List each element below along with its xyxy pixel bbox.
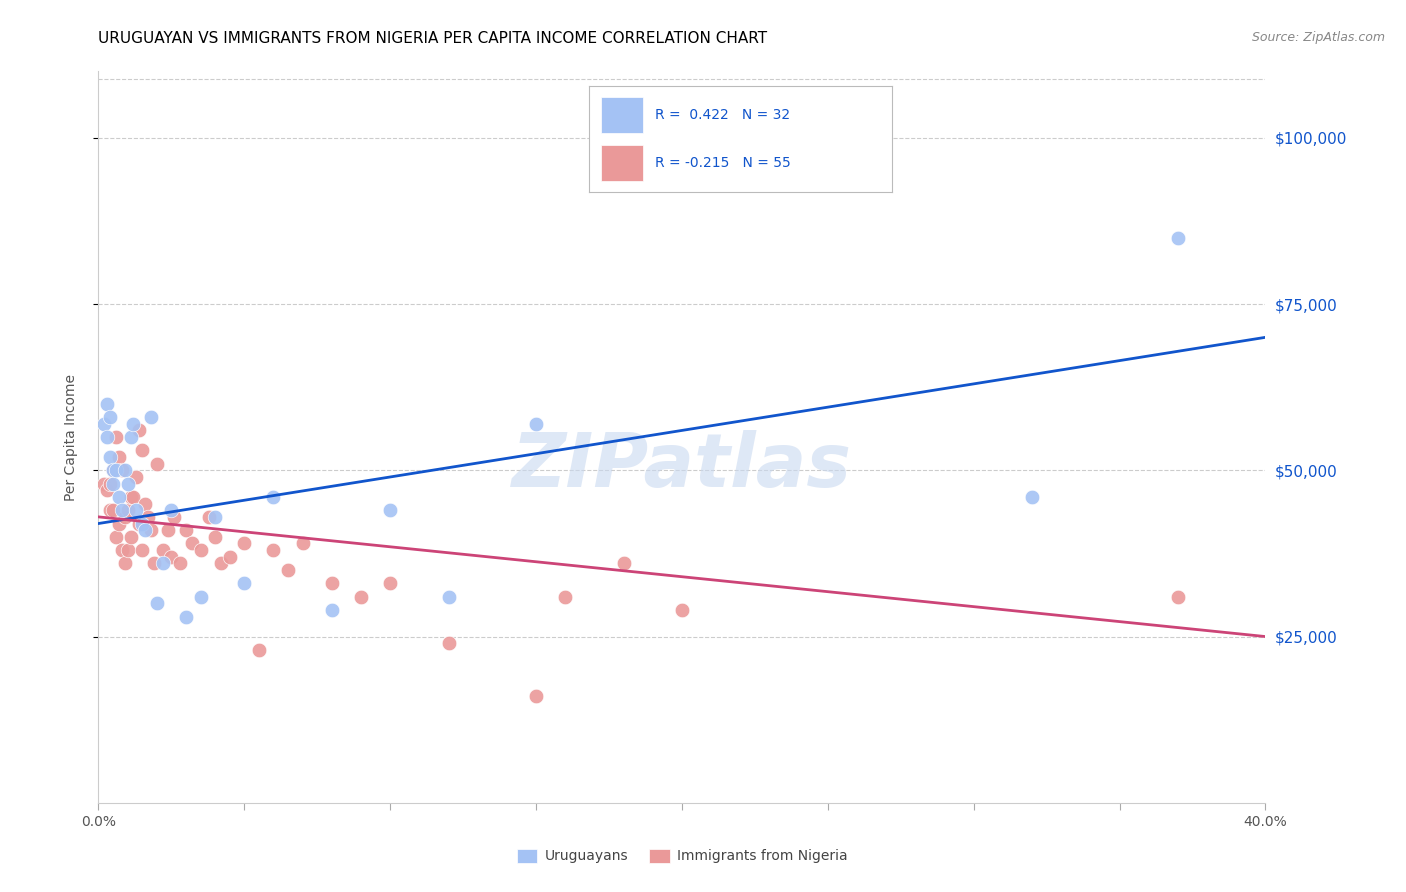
Point bbox=[612, 557, 634, 571]
Point bbox=[321, 576, 343, 591]
Point bbox=[146, 457, 169, 471]
Point bbox=[671, 603, 693, 617]
Point bbox=[169, 557, 191, 571]
Point bbox=[277, 563, 299, 577]
Point bbox=[350, 590, 373, 604]
Point bbox=[524, 690, 547, 704]
Point bbox=[122, 490, 145, 504]
Point bbox=[108, 516, 131, 531]
Point bbox=[101, 503, 124, 517]
Point bbox=[157, 523, 180, 537]
Y-axis label: Per Capita Income: Per Capita Income bbox=[63, 374, 77, 500]
Point bbox=[321, 603, 343, 617]
Point bbox=[131, 543, 153, 558]
Point bbox=[111, 503, 134, 517]
Point bbox=[96, 397, 118, 411]
Point bbox=[198, 509, 221, 524]
Point bbox=[120, 430, 142, 444]
Point bbox=[93, 476, 115, 491]
Point bbox=[152, 557, 174, 571]
Point bbox=[204, 530, 226, 544]
Point bbox=[247, 643, 270, 657]
Point bbox=[136, 509, 159, 524]
Point bbox=[1167, 230, 1189, 244]
Point bbox=[554, 590, 576, 604]
Point bbox=[218, 549, 240, 564]
Point bbox=[96, 483, 118, 498]
Point bbox=[117, 543, 139, 558]
Point bbox=[114, 509, 136, 524]
Point bbox=[180, 536, 202, 550]
Point bbox=[146, 596, 169, 610]
Point bbox=[104, 530, 127, 544]
Point bbox=[131, 443, 153, 458]
Text: URUGUAYAN VS IMMIGRANTS FROM NIGERIA PER CAPITA INCOME CORRELATION CHART: URUGUAYAN VS IMMIGRANTS FROM NIGERIA PER… bbox=[98, 31, 768, 46]
Point bbox=[204, 509, 226, 524]
Point bbox=[98, 503, 121, 517]
Point bbox=[120, 530, 142, 544]
Point bbox=[142, 557, 165, 571]
Point bbox=[131, 516, 153, 531]
Point bbox=[96, 430, 118, 444]
Point bbox=[114, 557, 136, 571]
Point bbox=[291, 536, 314, 550]
Point bbox=[262, 490, 284, 504]
Point bbox=[101, 476, 124, 491]
Point bbox=[380, 503, 402, 517]
Point bbox=[108, 450, 131, 464]
Legend: Uruguayans, Immigrants from Nigeria: Uruguayans, Immigrants from Nigeria bbox=[510, 843, 853, 869]
Text: ZIPatlas: ZIPatlas bbox=[512, 430, 852, 503]
Point bbox=[163, 509, 186, 524]
Point bbox=[160, 503, 183, 517]
Point bbox=[139, 410, 162, 425]
Point bbox=[93, 417, 115, 431]
Point bbox=[111, 543, 134, 558]
Point bbox=[1021, 490, 1043, 504]
Point bbox=[233, 536, 256, 550]
Point bbox=[114, 463, 136, 477]
Point bbox=[524, 417, 547, 431]
Point bbox=[128, 424, 150, 438]
Point bbox=[117, 476, 139, 491]
Point bbox=[174, 523, 197, 537]
Point bbox=[437, 636, 460, 650]
Point bbox=[190, 590, 212, 604]
Point bbox=[111, 463, 134, 477]
Point bbox=[101, 463, 124, 477]
Point bbox=[125, 470, 148, 484]
Point bbox=[98, 476, 121, 491]
Point bbox=[209, 557, 232, 571]
Text: Source: ZipAtlas.com: Source: ZipAtlas.com bbox=[1251, 31, 1385, 45]
Point bbox=[160, 549, 183, 564]
Point bbox=[98, 450, 121, 464]
Point bbox=[128, 516, 150, 531]
Point bbox=[125, 503, 148, 517]
Point bbox=[120, 490, 142, 504]
Point bbox=[108, 490, 131, 504]
Point bbox=[122, 417, 145, 431]
Point bbox=[98, 410, 121, 425]
Point bbox=[101, 463, 124, 477]
Point bbox=[262, 543, 284, 558]
Point bbox=[139, 523, 162, 537]
Point bbox=[1167, 590, 1189, 604]
Point bbox=[117, 503, 139, 517]
Point bbox=[134, 497, 156, 511]
Point bbox=[174, 609, 197, 624]
Point bbox=[380, 576, 402, 591]
Point bbox=[104, 463, 127, 477]
Point bbox=[190, 543, 212, 558]
Point bbox=[104, 430, 127, 444]
Point bbox=[152, 543, 174, 558]
Point bbox=[233, 576, 256, 591]
Point bbox=[134, 523, 156, 537]
Point bbox=[437, 590, 460, 604]
